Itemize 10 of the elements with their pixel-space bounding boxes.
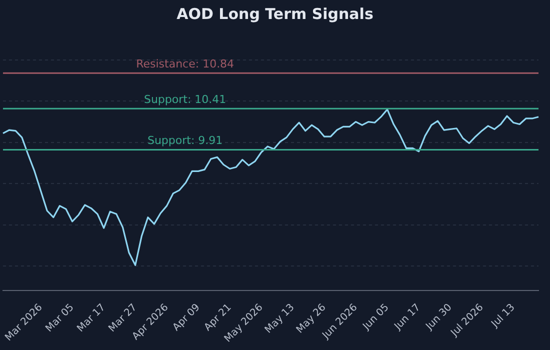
x-tick-label: Jun 05 xyxy=(360,302,392,333)
ref-line-label: Support: 9.91 xyxy=(147,134,223,148)
ref-line-label: Support: 10.41 xyxy=(144,92,226,106)
x-tick-label: Mar 17 xyxy=(75,302,108,334)
x-tick-label: Jul 13 xyxy=(489,302,518,330)
ref-line-label: Resistance: 10.84 xyxy=(136,58,234,71)
x-tick-label: Jun 17 xyxy=(392,302,423,333)
x-tick-label: Mar 05 xyxy=(44,302,76,334)
chart-title: AOD Long Term Signals xyxy=(176,4,374,23)
x-tick-label: Apr 09 xyxy=(171,302,202,334)
